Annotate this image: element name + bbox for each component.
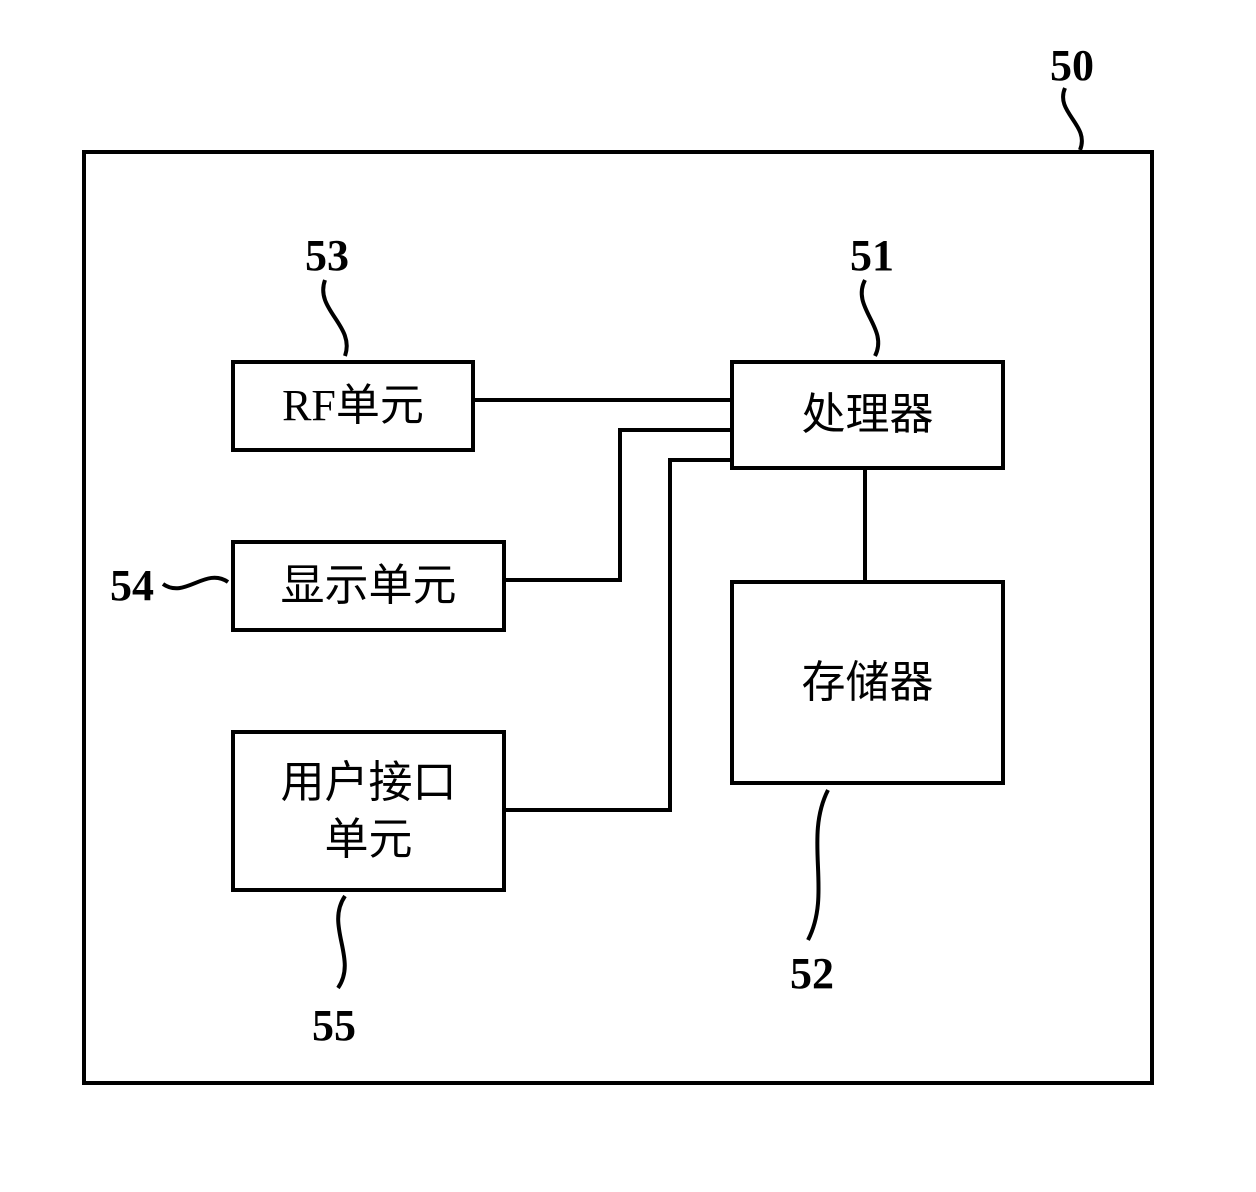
leader-55 [338,896,345,988]
leader-53 [323,280,347,356]
leader-50 [1063,88,1082,150]
leader-52 [808,790,828,940]
leader-51 [862,280,879,356]
leader-lines-layer [0,0,1256,1192]
block-diagram: RF单元 处理器 显示单元 存储器 用户接口单元 50 53 51 54 52 … [0,0,1256,1192]
leader-54 [163,578,228,589]
